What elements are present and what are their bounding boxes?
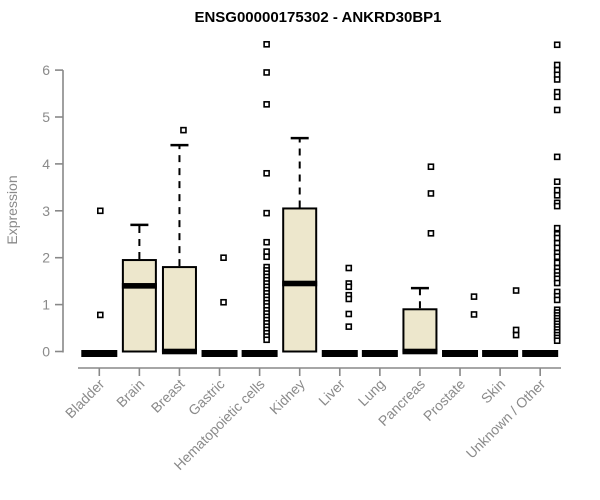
box-rect [282,207,318,353]
boxplot-hematopoietic-cells [241,41,278,357]
outlier-point [220,298,227,306]
outlier-point [470,293,478,300]
outlier-point [180,126,187,134]
flat-box [201,350,238,357]
outlier-point [263,336,270,344]
outlier-point [345,283,353,291]
median-line [161,348,197,355]
outlier-point [427,230,435,237]
outlier-point [553,153,561,161]
median-line [121,283,157,289]
y-tick-label: 1 [42,297,50,313]
flat-box [81,350,118,357]
outlier-point [345,295,353,303]
boxplot-brain [121,223,157,353]
flat-box [321,350,358,357]
outlier-point [427,163,435,171]
y-tick-label: 4 [42,156,50,172]
outlier-point [553,337,561,345]
boxplot-skin [482,287,520,357]
outlier-point [553,76,561,83]
outlier-point [553,93,561,101]
outlier-point [553,202,561,210]
outlier-point [553,192,561,199]
flat-box [522,350,559,357]
y-tick-label: 2 [42,250,50,266]
outlier-point [553,259,561,267]
outlier-point [553,178,561,186]
outlier-point [553,61,561,69]
boxplot-gastric [201,254,238,357]
outlier-point [427,190,435,197]
x-tick-label: Breast [148,376,188,416]
median-line [282,280,318,287]
chart-title: ENSG00000175302 - ANKRD30BP1 [194,9,441,26]
outlier-point [553,106,561,114]
box-rect [402,308,438,353]
x-tick-label: Lung [355,376,388,409]
outlier-point [470,311,478,318]
boxplot-breast [161,126,197,355]
median-line [402,348,438,355]
y-tick-label: 0 [42,344,50,360]
y-axis-label: Expression [4,175,20,244]
outlier-point [345,310,353,318]
y-tick-label: 6 [42,62,50,78]
outlier-point [263,238,270,246]
box-rect [121,259,157,353]
outlier-point [512,326,520,334]
y-tick-label: 5 [42,109,50,125]
boxes-group [81,41,561,357]
outlier-point [553,244,561,252]
outlier-point [263,253,270,261]
boxplot-liver [321,264,358,357]
flat-box [361,350,398,357]
outlier-point [553,279,561,287]
x-tick-label: Brain [113,376,147,410]
outlier-point [263,41,270,48]
outlier-point [263,69,270,76]
box-rect [161,266,197,353]
outlier-point [345,323,353,330]
outlier-point [512,287,520,294]
outlier-point [97,311,104,319]
boxplot-kidney [282,136,318,353]
outlier-point [553,224,561,232]
x-tick-label: Kidney [266,376,308,418]
outlier-point [553,186,561,194]
x-tick-label: Liver [315,376,348,409]
outlier-point [553,41,561,49]
boxplot-prostate [442,293,479,357]
x-tick-label: Skin [478,376,509,407]
x-tick-label: Prostate [420,376,468,424]
outlier-point [263,209,270,217]
outlier-point [97,207,104,215]
outlier-point [553,234,561,242]
outlier-point [220,254,227,261]
outlier-point [512,331,520,339]
flat-box [482,350,519,357]
flat-box [241,350,278,357]
outlier-point [263,101,270,108]
outlier-point [553,253,561,261]
outlier-point [345,264,353,272]
boxplot-unknown-other [522,41,561,357]
outlier-point [263,248,270,255]
x-tick-label: Bladder [62,376,108,422]
outlier-point [553,296,561,304]
y-tick-label: 3 [42,203,50,219]
boxplot-lung [361,350,398,357]
boxplot-bladder [81,207,118,357]
flat-box [442,350,479,357]
boxplot-pancreas [402,163,438,355]
outlier-point [263,169,270,177]
